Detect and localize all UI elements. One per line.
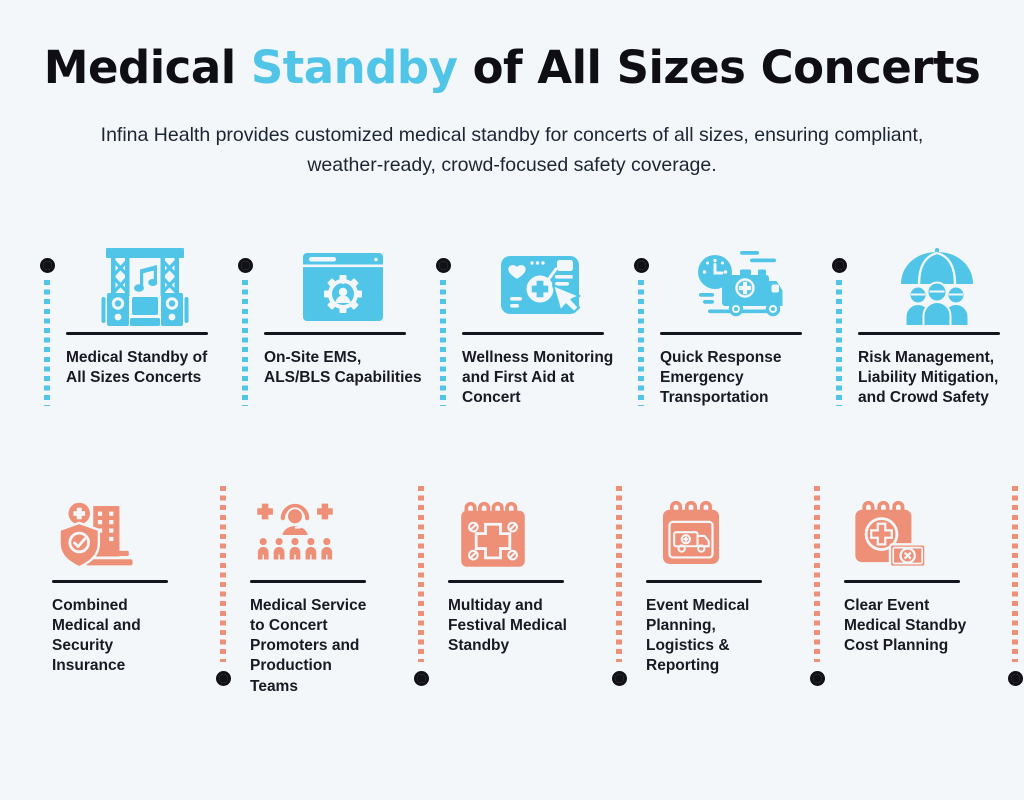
- concert-stage-icon: [66, 246, 224, 326]
- bullseye-dot: [438, 261, 448, 270]
- bullseye-dot: [416, 674, 426, 683]
- item-content: Medical Service to Concert Promoters and…: [250, 486, 374, 697]
- item-content: On-Site EMS, ALS/BLS Capabilities: [264, 246, 422, 408]
- timeline-marker: [432, 246, 454, 408]
- dotted-line: [440, 280, 446, 406]
- item-label: Medical Service to Concert Promoters and…: [250, 597, 367, 695]
- bullseye-marker: [413, 671, 429, 686]
- umbrella-crowd-icon: [858, 246, 1016, 326]
- calendar-medical-cross-icon: [448, 486, 572, 572]
- divider-line: [462, 332, 604, 335]
- bullseye-marker: [435, 258, 451, 273]
- bullseye-dot: [42, 261, 52, 270]
- dotted-line: [242, 280, 248, 406]
- dotted-line: [814, 486, 820, 662]
- divider-line: [646, 580, 762, 583]
- bullseye-dot: [240, 261, 250, 270]
- bullseye-marker: [633, 258, 649, 273]
- item-content: Wellness Monitoring and First Aid at Con…: [462, 246, 620, 408]
- timeline-marker: [806, 486, 828, 697]
- row1-item-4: Quick Response Emergency Transportation: [630, 246, 828, 408]
- ambulance-clock-icon: [660, 246, 818, 326]
- wellness-monitoring-screen-icon: [462, 246, 620, 326]
- row2-item-5: Clear Event Medical Standby Cost Plannin…: [828, 486, 1024, 697]
- browser-ems-settings-icon: [264, 246, 422, 326]
- row2-item-4: Event Medical Planning, Logistics & Repo…: [630, 486, 828, 697]
- timeline-marker: [234, 246, 256, 408]
- item-content: Combined Medical and Security Insurance: [52, 486, 176, 697]
- divider-line: [858, 332, 1000, 335]
- services-row-top: Medical Standby of All Sizes Concerts On…: [36, 246, 1024, 408]
- item-label: Medical Standby of All Sizes Concerts: [66, 349, 208, 387]
- bullseye-dot: [614, 674, 624, 683]
- divider-line: [264, 332, 406, 335]
- title-highlight: Standby: [250, 41, 458, 94]
- calendar-ambulance-icon: [646, 486, 770, 572]
- calendar-cost-icon: [844, 486, 968, 572]
- row2-item-1: Combined Medical and Security Insurance: [36, 486, 234, 697]
- row2-item-2: Medical Service to Concert Promoters and…: [234, 486, 432, 697]
- bullseye-dot: [812, 674, 822, 683]
- item-label: Wellness Monitoring and First Aid at Con…: [462, 349, 614, 407]
- title-pre: Medical: [43, 41, 251, 94]
- item-content: Multiday and Festival Medical Standby: [448, 486, 572, 697]
- subtitle: Infina Health provides customized medica…: [100, 123, 924, 176]
- row1-item-5: Risk Management, Liability Mitigation, a…: [828, 246, 1024, 408]
- item-label: Multiday and Festival Medical Standby: [448, 597, 567, 655]
- row2-item-3: Multiday and Festival Medical Standby: [432, 486, 630, 697]
- item-content: Quick Response Emergency Transportation: [660, 246, 818, 408]
- timeline-marker: [1004, 486, 1024, 697]
- dotted-line: [44, 280, 50, 406]
- dotted-line: [418, 486, 424, 662]
- page-title: Medical Standby of All Sizes Concerts: [0, 42, 1024, 94]
- divider-line: [844, 580, 960, 583]
- timeline-marker: [212, 486, 234, 697]
- bullseye-marker: [215, 671, 231, 686]
- item-label: On-Site EMS, ALS/BLS Capabilities: [264, 349, 422, 387]
- timeline-marker: [828, 246, 850, 408]
- header: Medical Standby of All Sizes Concerts In…: [0, 42, 1024, 180]
- row1-item-1: Medical Standby of All Sizes Concerts: [36, 246, 234, 408]
- bullseye-marker: [611, 671, 627, 686]
- bullseye-marker: [1007, 671, 1023, 686]
- medical-team-crowd-icon: [250, 486, 374, 572]
- bullseye-dot: [218, 674, 228, 683]
- item-content: Event Medical Planning, Logistics & Repo…: [646, 486, 770, 697]
- bullseye-marker: [831, 258, 847, 273]
- item-content: Medical Standby of All Sizes Concerts: [66, 246, 224, 408]
- timeline-marker: [630, 246, 652, 408]
- bullseye-dot: [636, 261, 646, 270]
- dotted-line: [836, 280, 842, 406]
- divider-line: [66, 332, 208, 335]
- bullseye-marker: [39, 258, 55, 273]
- bullseye-marker: [237, 258, 253, 273]
- divider-line: [52, 580, 168, 583]
- timeline-marker: [36, 246, 58, 408]
- dotted-line: [1012, 486, 1018, 662]
- item-label: Combined Medical and Security Insurance: [52, 597, 141, 675]
- item-label: Risk Management, Liability Mitigation, a…: [858, 349, 999, 407]
- bullseye-marker: [809, 671, 825, 686]
- divider-line: [448, 580, 564, 583]
- divider-line: [660, 332, 802, 335]
- timeline-marker: [608, 486, 630, 697]
- item-label: Quick Response Emergency Transportation: [660, 349, 782, 407]
- shield-building-insurance-icon: [52, 486, 176, 572]
- services-row-bottom: Combined Medical and Security Insurance …: [36, 486, 1024, 697]
- bullseye-dot: [1010, 674, 1020, 683]
- divider-line: [250, 580, 366, 583]
- timeline-marker: [410, 486, 432, 697]
- item-label: Event Medical Planning, Logistics & Repo…: [646, 597, 750, 675]
- dotted-line: [638, 280, 644, 406]
- row1-item-2: On-Site EMS, ALS/BLS Capabilities: [234, 246, 432, 408]
- item-label: Clear Event Medical Standby Cost Plannin…: [844, 597, 967, 655]
- row1-item-3: Wellness Monitoring and First Aid at Con…: [432, 246, 630, 408]
- bullseye-dot: [834, 261, 844, 270]
- item-content: Clear Event Medical Standby Cost Plannin…: [844, 486, 968, 697]
- item-content: Risk Management, Liability Mitigation, a…: [858, 246, 1016, 408]
- dotted-line: [220, 486, 226, 662]
- dotted-line: [616, 486, 622, 662]
- title-post: of All Sizes Concerts: [457, 41, 981, 94]
